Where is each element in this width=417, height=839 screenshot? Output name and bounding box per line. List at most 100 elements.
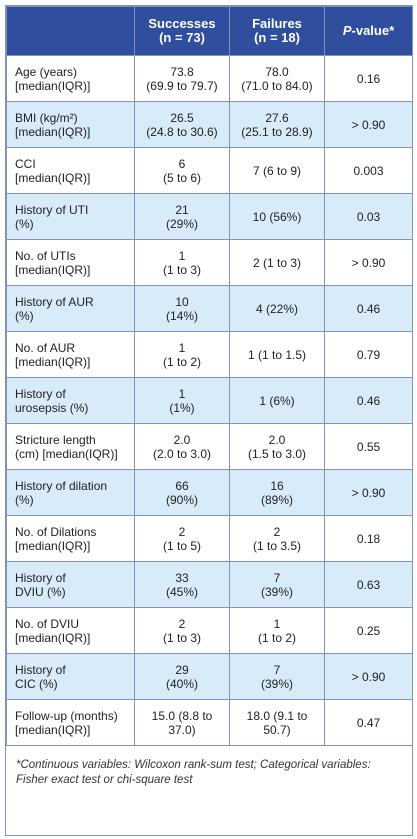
variable-cell-line-1: No. of DVIU: [15, 616, 80, 631]
p-value-cell-line-1: 0.63: [356, 577, 381, 592]
variable-cell: No. of AUR [median(IQR)]: [6, 331, 135, 378]
successes-cell-line-2: (1%): [169, 400, 195, 415]
failures-cell: 7 (39%): [229, 561, 325, 608]
failures-cell: 78.0 (71.0 to 84.0): [229, 55, 325, 102]
failures-cell: 7 (39%): [229, 653, 325, 700]
variable-cell-line-2: DVIU (%): [15, 584, 66, 599]
table-row: Follow-up (months) [median(IQR)] 15.0 (8.8…: [6, 699, 413, 746]
successes-cell-line-1: 2: [178, 524, 186, 539]
variable-cell-line-2: [median(IQR)]: [15, 722, 91, 737]
failures-cell-line-1: 27.6: [265, 110, 289, 125]
table-row: No. of AUR [median(IQR)] 1 (1 to 2) 1 (1 to …: [6, 331, 413, 378]
p-value-cell: 0.47: [324, 699, 413, 746]
table-row: No. of DVIU [median(IQR)] 2 (1 to 3) 1 (1 to …: [6, 607, 413, 654]
failures-cell-line-2: (89%): [260, 492, 293, 507]
successes-cell-line-2: (1 to 3): [162, 262, 201, 277]
successes-cell-line-2: (1 to 5): [162, 538, 201, 553]
failures-cell: 2 (1 to 3): [229, 239, 325, 286]
successes-cell: 15.0 (8.8 to 37.0): [134, 699, 230, 746]
header-blank-cell: [6, 6, 135, 56]
failures-cell-line-2: (71.0 to 84.0): [241, 78, 313, 93]
successes-cell-line-1: 1: [178, 340, 186, 355]
p-value-cell-line-1: > 0.90: [351, 255, 386, 270]
successes-cell: 1 (1 to 2): [134, 331, 230, 378]
failures-cell-line-1: 7 (6 to 9): [252, 163, 302, 178]
successes-cell-line-1: 1: [178, 386, 186, 401]
successes-cell-line-1: 21: [175, 202, 189, 217]
table-row: No. of Dilations [median(IQR)] 2 (1 to 5) 2(…: [6, 515, 413, 562]
variable-cell-line-1: History of: [15, 662, 66, 677]
variable-cell-line-1: CCI: [15, 156, 36, 171]
p-value-cell-line-1: 0.55: [356, 439, 381, 454]
table-row: History of AUR (%) 10 (14%) 4 (22%) 0.46: [6, 285, 413, 332]
p-value-cell-line-1: 0.003: [353, 163, 384, 178]
variable-cell: Stricture length (cm) [median(IQR)]: [6, 423, 135, 470]
variable-cell-line-2: (%): [15, 216, 34, 231]
failures-cell-line-2: (1.5 to 3.0): [247, 446, 307, 461]
successes-cell-line-2: (40%): [165, 676, 198, 691]
table-header: Successes (n = 73) Failures (n = 18) P-v…: [6, 6, 413, 56]
p-value-cell: 0.46: [324, 285, 413, 332]
successes-cell: 21 (29%): [134, 193, 230, 240]
header-successes-n: (n = 73): [159, 30, 205, 45]
failures-cell-line-1: 18.0 (9.1 to: [246, 708, 308, 723]
header-p-value: P-value*: [324, 6, 413, 56]
p-value-cell-line-1: > 0.90: [351, 485, 386, 500]
variable-cell-line-1: History of: [15, 570, 66, 585]
failures-cell-line-2: (39%): [260, 584, 293, 599]
header-successes: Successes (n = 73): [134, 6, 230, 56]
failures-cell: 1 (1 to 1.5): [229, 331, 325, 378]
successes-cell: 66 (90%): [134, 469, 230, 516]
results-table: Successes (n = 73) Failures (n = 18) P-v…: [6, 6, 413, 746]
successes-cell-line-2: (69.9 to 79.7): [146, 78, 218, 93]
table-row: Stricture length (cm) [median(IQR)] 2.0 (2.…: [6, 423, 413, 470]
variable-cell-line-2: (%): [15, 308, 34, 323]
variable-cell-line-2: [median(IQR)]: [15, 124, 91, 139]
variable-cell-line-1: Age (years): [15, 64, 78, 79]
table-row: History of DVIU (%) 33 (45%) 7 (39%) 0.63: [6, 561, 413, 608]
failures-cell-line-1: 78.0: [265, 64, 289, 79]
successes-cell: 1 (1 to 3): [134, 239, 230, 286]
successes-cell-line-2: (2.0 to 3.0): [152, 446, 212, 461]
failures-cell-line-2: (1 to 3.5): [252, 538, 302, 553]
failures-cell: 2 (1 to 3.5): [229, 515, 325, 562]
variable-cell-line-2: [median(IQR)]: [15, 354, 91, 369]
successes-cell: 10 (14%): [134, 285, 230, 332]
successes-cell-line-1: 15.0 (8.8 to: [151, 708, 213, 723]
footnote: *Continuous variables: Wilcoxon rank-sum…: [6, 746, 412, 788]
variable-cell-line-1: History of UTI: [15, 202, 89, 217]
successes-cell-line-1: 10: [175, 294, 189, 309]
p-value-cell-line-1: > 0.90: [351, 669, 386, 684]
header-failures-n: (n = 18): [254, 30, 300, 45]
failures-cell-line-1: 1: [273, 616, 281, 631]
failures-cell-line-1: 2: [273, 524, 281, 539]
successes-cell-line-1: 1: [178, 248, 186, 263]
variable-cell: No. of DVIU [median(IQR)]: [6, 607, 135, 654]
p-value-cell-line-1: 0.79: [356, 347, 381, 362]
failures-cell-line-1: 7: [273, 662, 281, 677]
p-value-cell-line-1: 0.18: [356, 531, 381, 546]
failures-cell: 18.0 (9.1 to 50.7): [229, 699, 325, 746]
successes-cell-line-1: 33: [175, 570, 189, 585]
failures-cell: 2.0 (1.5 to 3.0): [229, 423, 325, 470]
failures-cell-line-1: 16: [270, 478, 284, 493]
failures-cell-line-2: (25.1 to 28.9): [241, 124, 313, 139]
footnote-line-2: Fisher exact test or chi-square test: [16, 774, 193, 786]
table-row: No. of UTIs [median(IQR)] 1 (1 to 3) 2 (1 to…: [6, 239, 413, 286]
variable-cell-line-2: [median(IQR)]: [15, 170, 91, 185]
p-value-cell-line-1: 0.46: [356, 301, 381, 316]
p-value-cell-line-1: 0.46: [356, 393, 381, 408]
failures-cell-line-1: 1 (6%): [259, 393, 295, 408]
successes-cell-line-2: 37.0): [168, 722, 196, 737]
successes-cell: 2 (1 to 5): [134, 515, 230, 562]
successes-cell: 33 (45%): [134, 561, 230, 608]
variable-cell-line-2: [median(IQR)]: [15, 262, 91, 277]
successes-cell-line-2: (29%): [165, 216, 198, 231]
p-value-cell: > 0.90: [324, 239, 413, 286]
successes-cell: 73.8 (69.9 to 79.7): [134, 55, 230, 102]
variable-cell: Age (years) [median(IQR)]: [6, 55, 135, 102]
variable-cell: CCI [median(IQR)]: [6, 147, 135, 194]
variable-cell-line-2: [median(IQR)]: [15, 538, 91, 553]
failures-cell: 1 (6%): [229, 377, 325, 424]
successes-cell-line-2: (90%): [165, 492, 198, 507]
